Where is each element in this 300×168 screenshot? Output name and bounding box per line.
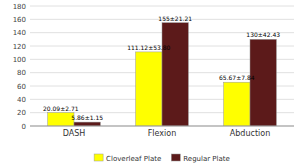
y-tick-label: 0 [22,123,26,131]
y-tick-label: 80 [17,69,26,77]
bars [48,23,277,126]
y-tick-label: 60 [17,83,26,91]
grid-line [30,6,294,7]
grid [30,6,294,126]
y-tick-label: 140 [13,29,26,37]
y-tick-label: 20 [17,109,26,117]
y-tick-label: 160 [13,16,26,24]
x-axis [30,126,294,127]
x-tick-label: Flexion [148,129,177,138]
legend: Cloverleaf Plate Regular Plate [94,154,230,163]
legend-label: Regular Plate [183,155,230,163]
data-label: 111.12±53.80 [127,44,170,51]
x-tick-label: DASH [63,129,86,138]
data-label: 65.67±7.84 [219,74,255,81]
bar [224,82,250,126]
bar [48,113,74,126]
y-tick-label: 120 [13,43,26,51]
y-tick-label: 40 [17,96,26,104]
data-label: 130±42.43 [246,31,280,38]
y-tick-label: 180 [13,3,26,11]
chart: 0 20 40 60 80 100 120 140 160 180 20.09±2.71 111.12… [0,0,300,168]
bar [136,52,162,126]
data-label: 5.86±1.15 [71,114,103,121]
x-tick-label: Abduction [230,129,270,138]
data-label: 20.09±2.71 [43,105,79,112]
y-tick-label: 100 [13,56,26,64]
data-label: 155±21.21 [158,15,192,22]
grid-line [30,126,294,127]
legend-swatch [171,154,180,161]
bar [250,39,276,126]
legend-item: Regular Plate [171,154,230,163]
bar [162,23,188,126]
legend-label: Cloverleaf Plate [106,155,161,163]
legend-item: Cloverleaf Plate [94,154,161,163]
legend-swatch [94,154,103,161]
bar [74,122,100,126]
